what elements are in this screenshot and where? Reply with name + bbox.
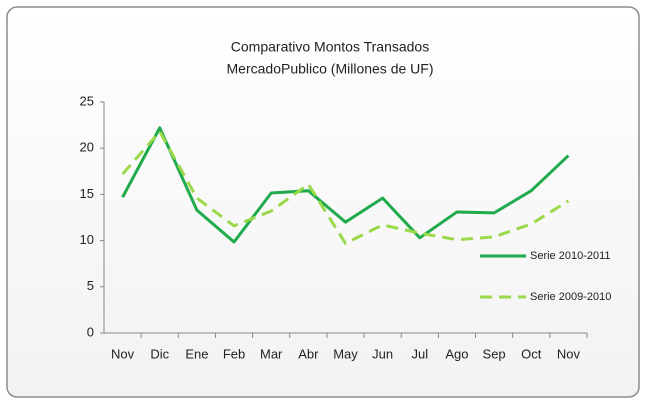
x-tick-label: Mar [260, 346, 283, 361]
y-tick-label: 15 [80, 186, 94, 201]
x-tick-label: Feb [223, 346, 245, 361]
x-tick-label: Nov [111, 346, 135, 361]
y-tick-label: 10 [80, 232, 94, 247]
y-tick-label: 25 [80, 93, 94, 108]
y-tick-label: 20 [80, 140, 94, 155]
x-tick-label: Nov [557, 346, 581, 361]
legend-label: Serie 2010-2011 [530, 250, 611, 262]
legend-label: Serie 2009-2010 [530, 291, 611, 303]
chart-title: Comparativo Montos Transados [231, 39, 429, 55]
x-tick-label: May [333, 346, 358, 361]
y-tick-label: 0 [87, 324, 94, 339]
x-tick-label: Abr [298, 346, 319, 361]
x-tick-label: Jul [411, 346, 428, 361]
x-tick-label: Sep [483, 346, 506, 361]
series-line [121, 126, 570, 244]
y-tick-label: 5 [87, 278, 94, 293]
x-tick-label: Ago [445, 346, 468, 361]
series-line [121, 130, 570, 245]
x-tick-label: Ene [185, 346, 208, 361]
x-tick-label: Oct [521, 346, 542, 361]
chart-subtitle: MercadoPublico (Millones de UF) [227, 61, 434, 77]
x-tick-label: Jun [372, 346, 393, 361]
x-tick-label: Dic [150, 346, 169, 361]
